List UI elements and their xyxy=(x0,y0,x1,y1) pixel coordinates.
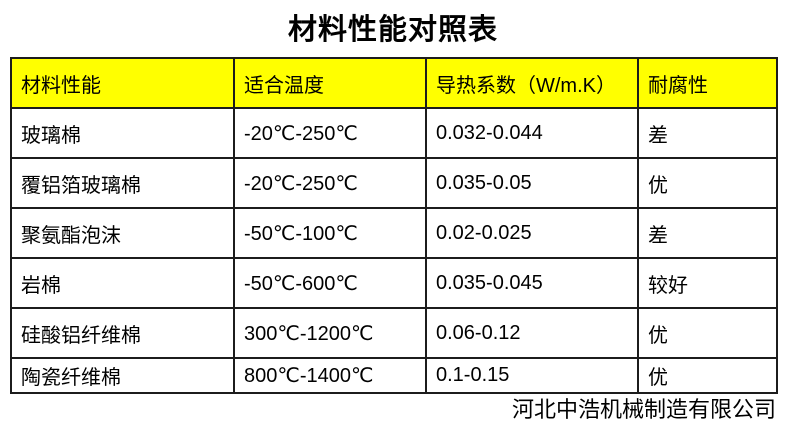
cell-corrosion: 优 xyxy=(637,157,778,209)
cell-material: 硅酸铝纤维棉 xyxy=(10,307,235,359)
cell-material: 岩棉 xyxy=(10,257,235,309)
material-performance-table: 材料性能 适合温度 导热系数（W/m.K） 耐腐性 玻璃棉 -20℃-250℃ … xyxy=(10,57,778,394)
cell-conductivity: 0.06-0.12 xyxy=(425,307,639,359)
cell-temperature: -20℃-250℃ xyxy=(233,107,427,159)
table-row: 硅酸铝纤维棉 300℃-1200℃ 0.06-0.12 优 xyxy=(10,307,778,359)
cell-corrosion: 较好 xyxy=(637,257,778,309)
cell-conductivity: 0.032-0.044 xyxy=(425,107,639,159)
cell-temperature: -50℃-600℃ xyxy=(233,257,427,309)
cell-temperature: -50℃-100℃ xyxy=(233,207,427,259)
cell-corrosion: 差 xyxy=(637,107,778,159)
cell-conductivity: 0.02-0.025 xyxy=(425,207,639,259)
cell-conductivity: 0.035-0.05 xyxy=(425,157,639,209)
cell-material: 聚氨酯泡沫 xyxy=(10,207,235,259)
cell-material: 覆铝箔玻璃棉 xyxy=(10,157,235,209)
column-header-temperature: 适合温度 xyxy=(233,57,427,109)
cell-conductivity: 0.1-0.15 xyxy=(425,357,639,394)
table-header-row: 材料性能 适合温度 导热系数（W/m.K） 耐腐性 xyxy=(10,57,778,109)
table-row: 陶瓷纤维棉 800℃-1400℃ 0.1-0.15 优 xyxy=(10,357,778,394)
cell-material: 玻璃棉 xyxy=(10,107,235,159)
page-title: 材料性能对照表 xyxy=(287,14,498,46)
table-row: 岩棉 -50℃-600℃ 0.035-0.045 较好 xyxy=(10,257,778,309)
cell-temperature: -20℃-250℃ xyxy=(233,157,427,209)
column-header-corrosion: 耐腐性 xyxy=(637,57,778,109)
table-row: 覆铝箔玻璃棉 -20℃-250℃ 0.035-0.05 优 xyxy=(10,157,778,209)
company-name: 河北中浩机械制造有限公司 xyxy=(511,397,776,422)
cell-corrosion: 优 xyxy=(637,307,778,359)
cell-temperature: 800℃-1400℃ xyxy=(233,357,427,394)
column-header-conductivity: 导热系数（W/m.K） xyxy=(425,57,639,109)
column-header-material: 材料性能 xyxy=(10,57,235,109)
cell-material: 陶瓷纤维棉 xyxy=(10,357,235,394)
cell-corrosion: 优 xyxy=(637,357,778,394)
cell-corrosion: 差 xyxy=(637,207,778,259)
table-row: 玻璃棉 -20℃-250℃ 0.032-0.044 差 xyxy=(10,107,778,159)
cell-temperature: 300℃-1200℃ xyxy=(233,307,427,359)
table-row: 聚氨酯泡沫 -50℃-100℃ 0.02-0.025 差 xyxy=(10,207,778,259)
cell-conductivity: 0.035-0.045 xyxy=(425,257,639,309)
